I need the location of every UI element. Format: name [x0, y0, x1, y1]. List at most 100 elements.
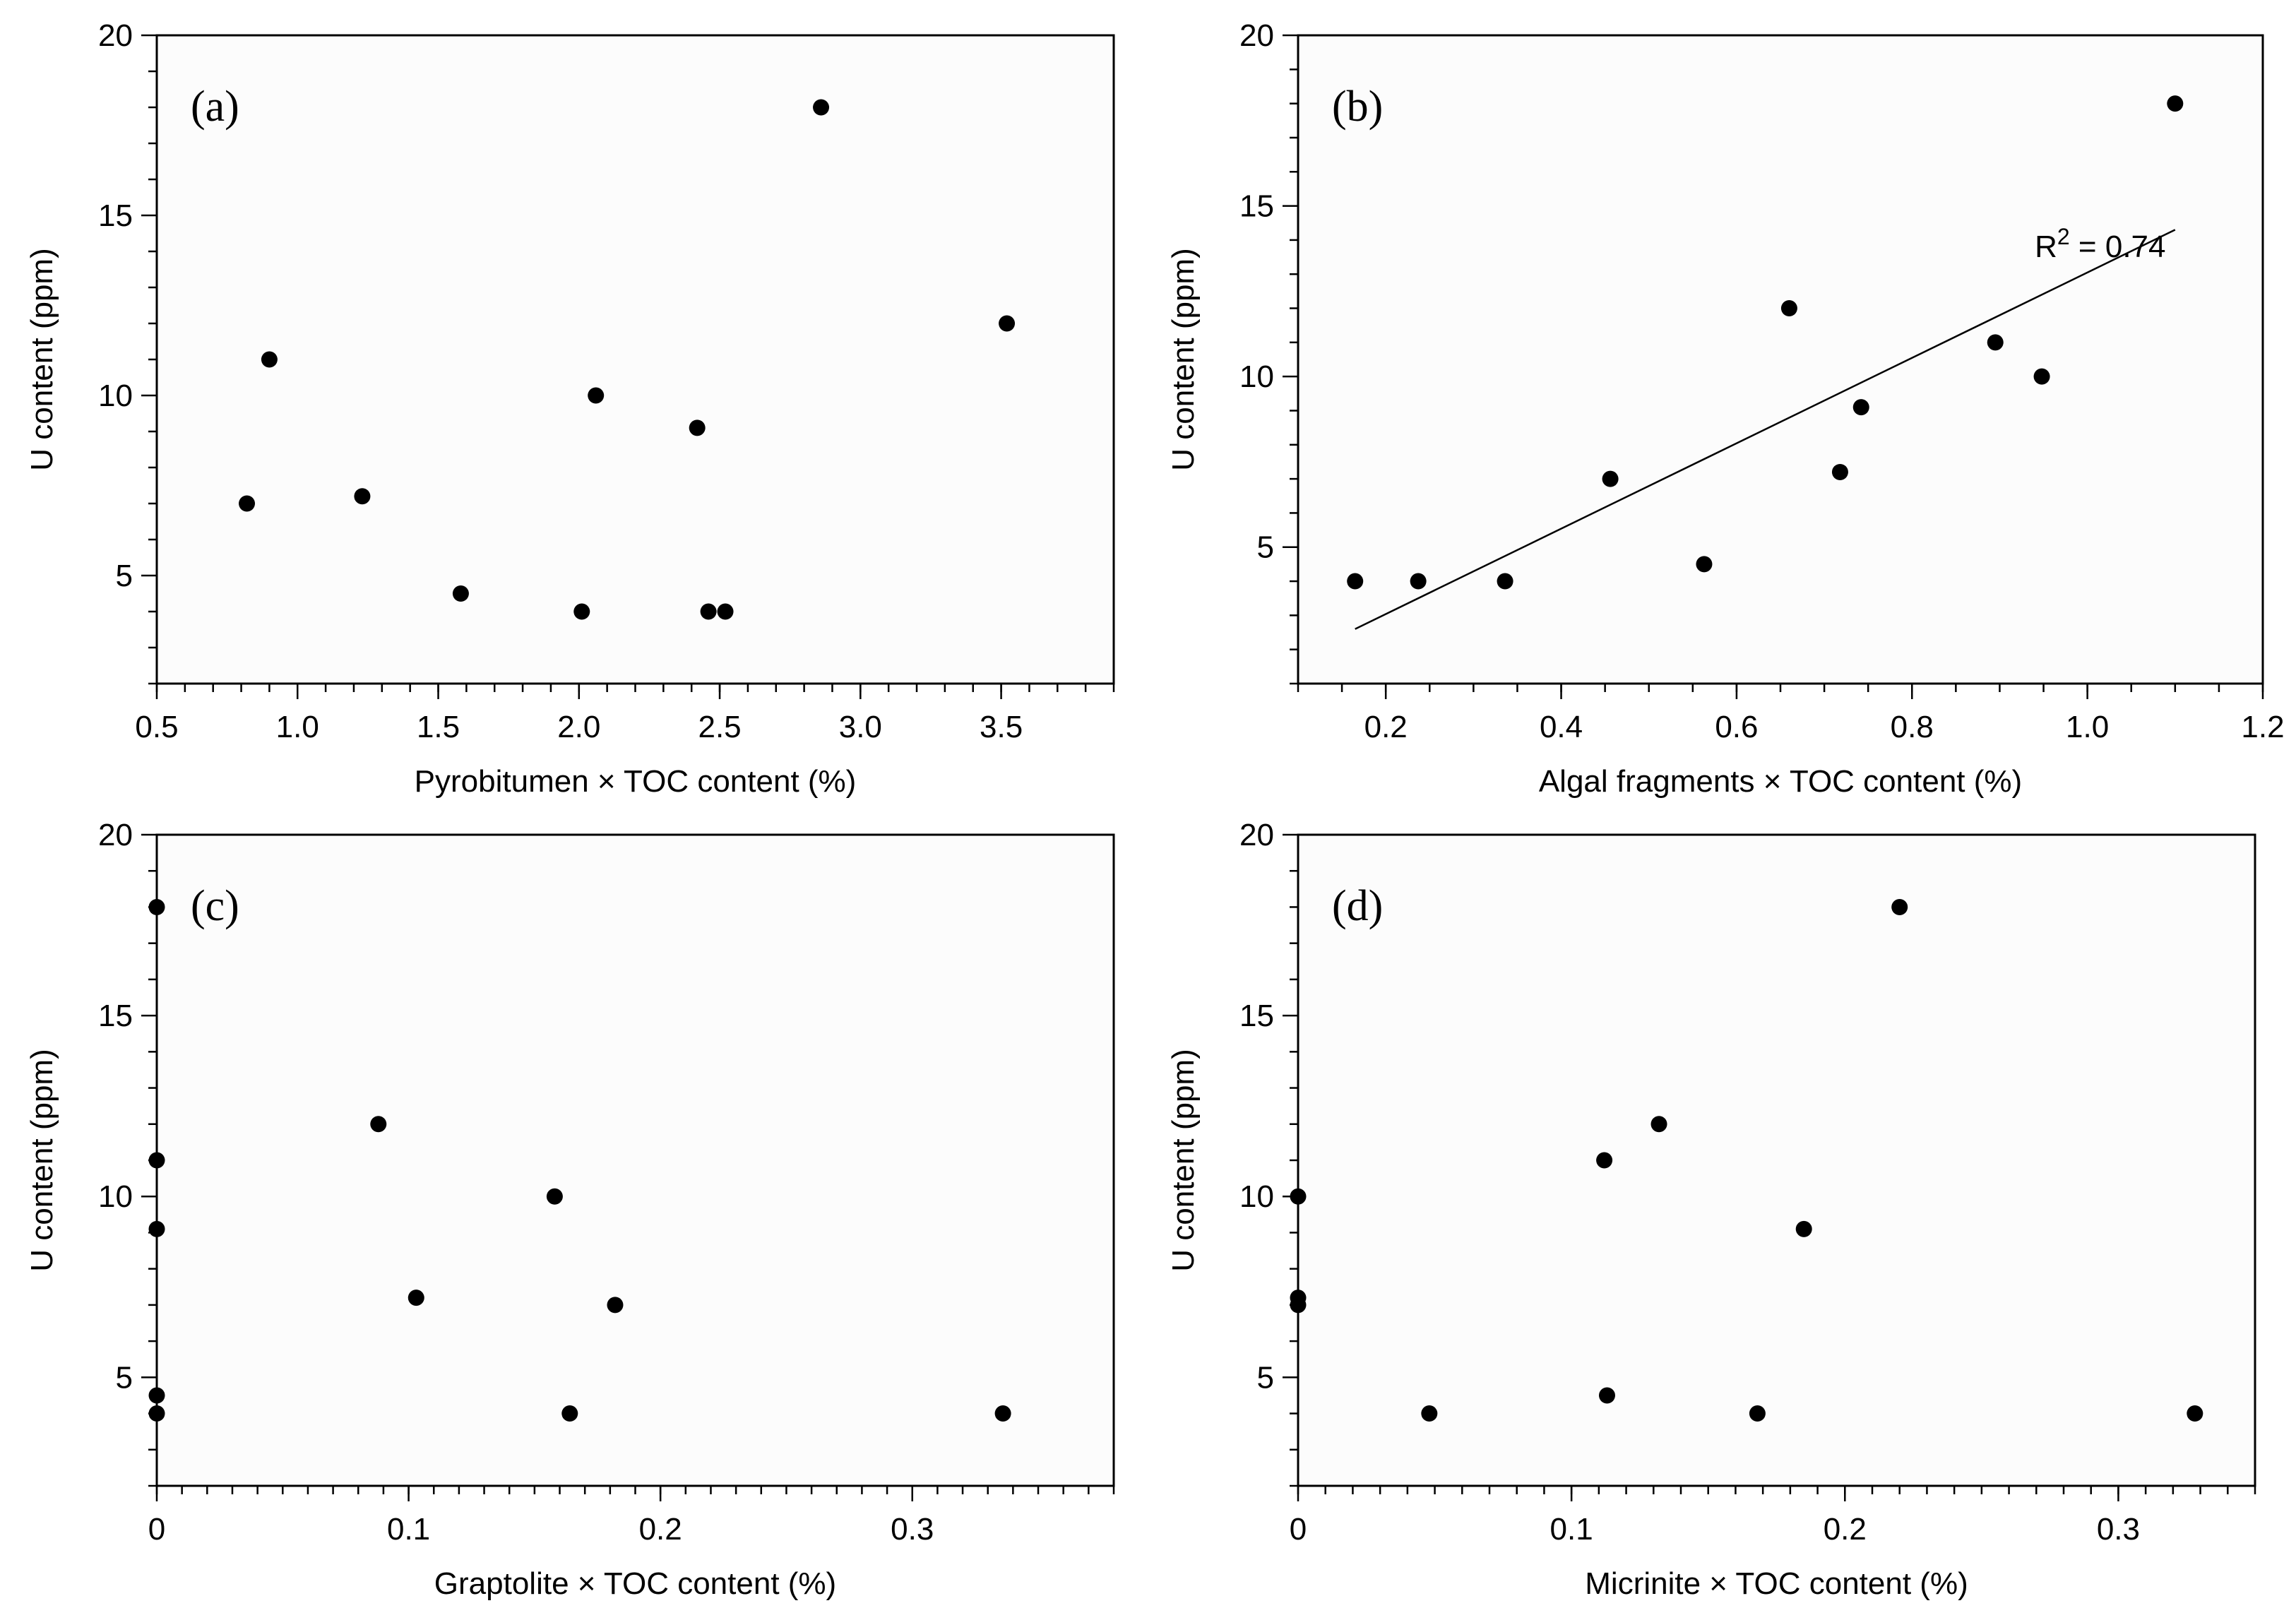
data-point [2033, 368, 2050, 385]
data-point [1891, 898, 1908, 915]
data-point [148, 1220, 165, 1237]
y-tick-label: 10 [98, 1179, 133, 1214]
x-axis-label: Graptolite × TOC content (%) [434, 1566, 836, 1601]
y-tick-label: 5 [1257, 1360, 1274, 1395]
regression-line [1355, 229, 2176, 630]
data-point [1780, 300, 1797, 317]
data-point [1497, 573, 1513, 590]
data-point [2187, 1405, 2203, 1422]
data-point [239, 495, 256, 512]
data-point [1290, 1188, 1307, 1205]
panel-a: 0.5 1.0 1.5 2.0 2.5 3.0 3.5 5 10 15 20 Pyrobitumen … [25, 18, 1115, 799]
panel-label: (a) [191, 83, 239, 131]
x-tick-label: 0 [148, 1512, 165, 1547]
data-point [1347, 573, 1364, 590]
data-point [573, 603, 590, 620]
x-tick-label: 1.0 [2066, 710, 2109, 744]
data-point [1410, 573, 1427, 590]
data-point [148, 1387, 165, 1404]
x-tick-label: 0.3 [891, 1512, 934, 1547]
data-point [1696, 556, 1713, 573]
data-point [1598, 1387, 1615, 1404]
panel-d: 0 0.1 0.2 0.3 5 10 15 20 Micrinite × TOC content… [1166, 818, 2256, 1601]
x-tick-label: 1.0 [276, 710, 319, 744]
data-point [813, 99, 830, 116]
panel-b: 0.2 0.4 0.6 0.8 1.0 1.2 5 10 15 20 Algal fragments… [1166, 18, 2285, 799]
y-tick-label: 20 [98, 818, 133, 852]
y-tick-label: 10 [98, 379, 133, 413]
y-tick-label: 5 [116, 559, 133, 593]
r-squared-superscript: 2 [2057, 224, 2070, 249]
y-axis-label: U content (ppm) [25, 248, 59, 470]
x-tick-label: 0.8 [1891, 710, 1934, 744]
panel-label: (b) [1332, 83, 1383, 131]
y-axis-label: U content (ppm) [25, 1049, 59, 1271]
data-point [588, 387, 605, 404]
data-point [689, 419, 706, 436]
data-point [1795, 1220, 1812, 1237]
data-point [999, 315, 1016, 332]
data-point [1831, 463, 1848, 480]
data-point [994, 1405, 1011, 1422]
data-point [452, 585, 469, 602]
plot-area [155, 833, 1115, 1487]
y-tick-label: 20 [1239, 18, 1274, 53]
x-tick-label: 0.1 [1550, 1512, 1593, 1547]
data-point [561, 1405, 578, 1422]
x-tick-label: 0 [1290, 1512, 1307, 1547]
x-tick-label: 0.5 [135, 710, 178, 744]
y-tick-label: 15 [98, 999, 133, 1033]
x-tick-label: 0.2 [1364, 710, 1408, 744]
y-axis-label: U content (ppm) [1166, 248, 1201, 470]
data-point [1290, 1297, 1307, 1314]
y-tick-label: 15 [1239, 189, 1274, 224]
y-tick-label: 15 [1239, 999, 1274, 1033]
data-point [354, 488, 371, 505]
plot-area [155, 34, 1115, 685]
plot-area [1297, 34, 2264, 685]
x-tick-label: 0.2 [639, 1512, 682, 1547]
data-point [370, 1116, 387, 1133]
data-point [1749, 1405, 1766, 1422]
x-tick-label: 0.3 [2097, 1512, 2140, 1547]
y-axis-label: U content (ppm) [1166, 1049, 1201, 1271]
x-tick-label: 2.0 [557, 710, 600, 744]
panel-label: (c) [191, 882, 239, 930]
data-point [1987, 334, 2004, 351]
panel-label: (d) [1332, 882, 1383, 930]
x-tick-label: 0.4 [1540, 710, 1583, 744]
x-tick-label: 0.2 [1824, 1512, 1867, 1547]
y-tick-label: 20 [1239, 818, 1274, 852]
x-axis-label: Pyrobitumen × TOC content (%) [415, 764, 857, 799]
x-tick-label: 2.5 [698, 710, 741, 744]
data-point [607, 1297, 624, 1314]
data-point [1596, 1152, 1613, 1169]
y-tick-label: 15 [98, 198, 133, 233]
r-squared-base: R [2035, 230, 2057, 264]
data-point [261, 351, 278, 368]
y-tick-label: 5 [116, 1360, 133, 1395]
plot-area [1297, 833, 2256, 1487]
data-point [546, 1188, 563, 1205]
x-axis-label: Algal fragments × TOC content (%) [1539, 764, 2022, 799]
data-point [2167, 95, 2184, 112]
data-point [1650, 1116, 1667, 1133]
data-point [408, 1290, 424, 1306]
y-tick-label: 10 [1239, 1179, 1274, 1214]
data-point [717, 603, 734, 620]
x-tick-label: 0.1 [387, 1512, 430, 1547]
y-tick-label: 10 [1239, 359, 1274, 394]
x-tick-label: 1.5 [417, 710, 460, 744]
data-point [1602, 470, 1619, 487]
x-axis-label: Micrinite × TOC content (%) [1585, 1566, 1968, 1601]
data-point [148, 1152, 165, 1169]
x-tick-label: 0.6 [1715, 710, 1758, 744]
y-tick-label: 20 [98, 18, 133, 53]
data-point [700, 603, 717, 620]
data-point [148, 898, 165, 915]
x-tick-label: 3.5 [980, 710, 1023, 744]
y-tick-label: 5 [1257, 530, 1274, 565]
data-point [148, 1405, 165, 1422]
r-squared-annotation: R2 = 0.74 [2035, 224, 2165, 264]
